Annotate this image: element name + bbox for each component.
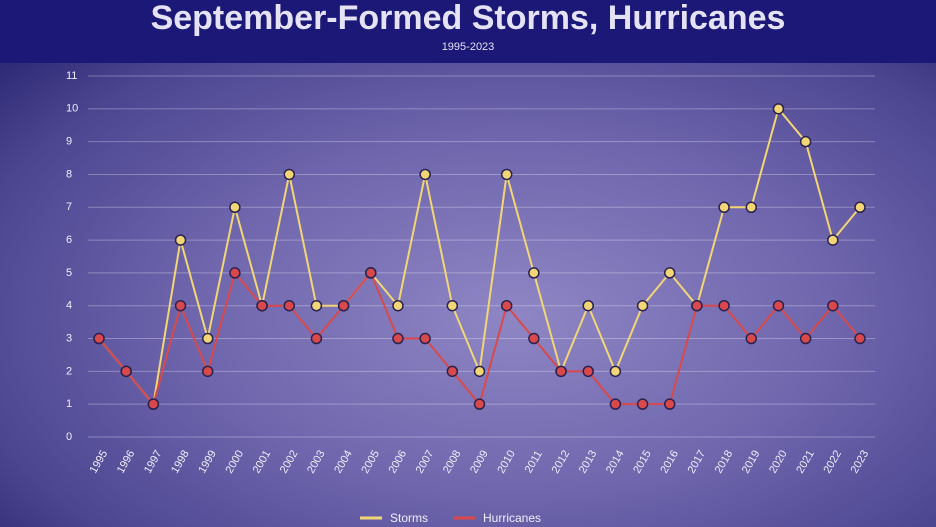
data-point	[419, 332, 431, 345]
data-point	[229, 267, 241, 279]
data-point	[120, 365, 132, 378]
y-tick-label: 6	[66, 234, 72, 246]
data-point	[201, 365, 214, 378]
data-point	[310, 299, 323, 312]
data-point	[609, 365, 622, 378]
y-tick-label: 11	[66, 70, 77, 82]
legend-label: Storms	[390, 511, 428, 525]
legend-label: Hurricanes	[483, 511, 541, 525]
data-point	[854, 332, 866, 345]
data-point	[229, 201, 241, 214]
chart-title: September-Formed Storms, Hurricanes	[151, 0, 786, 37]
y-tick-label: 5	[66, 267, 72, 279]
data-point	[691, 299, 703, 312]
data-point	[827, 234, 839, 246]
data-point	[609, 398, 622, 410]
data-point	[636, 398, 649, 410]
y-tick-label: 9	[66, 136, 72, 148]
data-point	[283, 168, 295, 181]
y-tick-label: 0	[66, 431, 72, 443]
data-point	[745, 201, 758, 214]
data-point	[446, 299, 459, 312]
data-point	[772, 299, 785, 312]
data-point	[500, 168, 513, 181]
data-point	[582, 299, 594, 312]
data-point	[201, 332, 214, 345]
data-point	[718, 299, 730, 312]
data-point	[636, 299, 649, 312]
data-point	[664, 267, 676, 279]
y-tick-label: 2	[66, 365, 72, 377]
data-point	[473, 398, 486, 410]
data-point	[174, 234, 187, 246]
data-point	[392, 332, 404, 345]
data-point	[745, 332, 758, 345]
data-point	[555, 365, 567, 378]
data-point	[528, 332, 540, 345]
data-point	[419, 168, 431, 181]
y-tick-label: 7	[66, 201, 72, 213]
data-point	[283, 299, 295, 312]
plot	[93, 103, 866, 410]
data-point	[772, 103, 785, 115]
data-point	[664, 398, 676, 410]
data-point	[799, 332, 812, 345]
data-point	[854, 201, 866, 214]
data-point	[718, 201, 730, 214]
y-tick-label: 3	[66, 332, 72, 344]
data-point	[310, 332, 323, 345]
data-point	[528, 267, 540, 279]
data-point	[256, 299, 268, 312]
legend: Storms Hurricanes	[360, 511, 541, 525]
title-bar	[0, 0, 936, 63]
data-point	[337, 299, 350, 312]
data-point	[93, 332, 105, 345]
y-tick-label: 8	[66, 168, 72, 180]
chart-subtitle: 1995-2023	[442, 41, 495, 53]
data-point	[827, 299, 839, 312]
data-point	[446, 365, 459, 378]
data-point	[500, 299, 513, 312]
data-point	[582, 365, 594, 378]
y-tick-label: 1	[66, 398, 72, 410]
data-point	[174, 299, 187, 312]
data-point	[365, 267, 377, 279]
data-point	[392, 299, 404, 312]
data-point	[799, 135, 812, 148]
y-tick-label: 10	[66, 103, 78, 115]
data-point	[147, 398, 160, 410]
data-point	[473, 365, 486, 378]
y-tick-label: 4	[66, 300, 72, 312]
